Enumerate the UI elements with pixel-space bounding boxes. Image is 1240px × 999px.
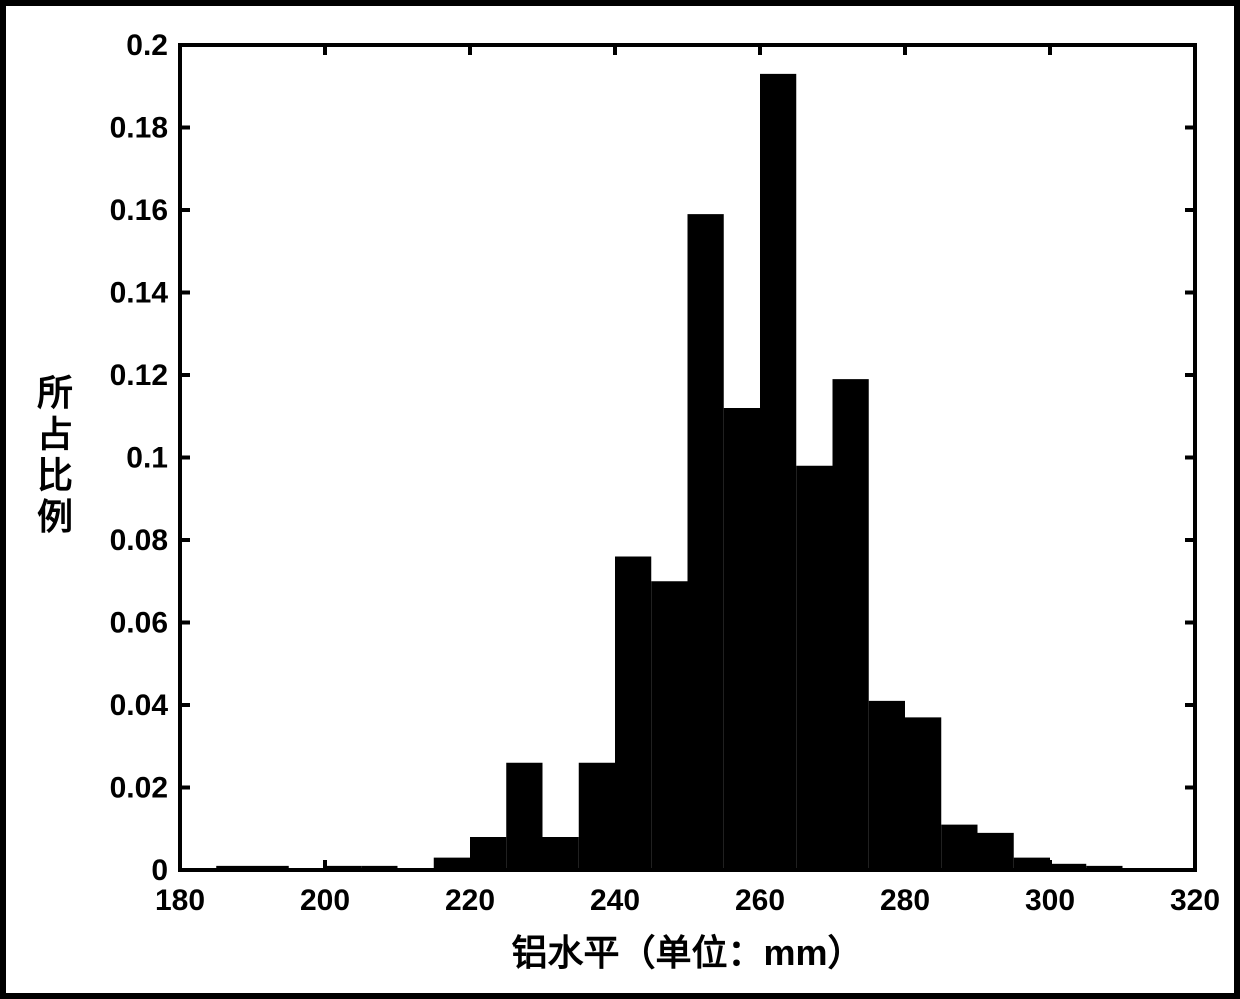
bar bbox=[470, 837, 506, 870]
y-axis-label-char: 占 bbox=[37, 413, 73, 454]
y-tick-label: 0.2 bbox=[126, 29, 168, 62]
y-tick-label: 0.06 bbox=[110, 607, 168, 640]
bar bbox=[978, 833, 1014, 870]
y-tick-label: 0.18 bbox=[110, 112, 168, 145]
bar bbox=[615, 557, 651, 871]
bar bbox=[543, 837, 579, 870]
y-tick-label: 0.08 bbox=[110, 524, 168, 557]
y-axis-label-char: 例 bbox=[37, 496, 73, 537]
bar bbox=[760, 74, 796, 870]
x-tick-label: 320 bbox=[1170, 884, 1220, 917]
x-tick-label: 180 bbox=[155, 884, 205, 917]
y-tick-label: 0.02 bbox=[110, 772, 168, 805]
bar bbox=[651, 581, 687, 870]
bar bbox=[688, 214, 724, 870]
y-tick-label: 0.1 bbox=[126, 442, 168, 475]
bar bbox=[796, 466, 832, 870]
y-axis-label-char: 比 bbox=[37, 455, 73, 496]
x-tick-label: 240 bbox=[590, 884, 640, 917]
y-tick-label: 0.14 bbox=[110, 277, 169, 310]
bar bbox=[579, 763, 615, 870]
x-axis-label: 铝水平（单位：mm） bbox=[511, 932, 863, 973]
y-tick-label: 0.04 bbox=[110, 689, 169, 722]
x-tick-label: 220 bbox=[445, 884, 495, 917]
y-tick-label: 0.12 bbox=[110, 359, 168, 392]
y-tick-label: 0 bbox=[151, 854, 168, 887]
x-tick-label: 300 bbox=[1025, 884, 1075, 917]
x-tick-label: 280 bbox=[880, 884, 930, 917]
x-tick-label: 260 bbox=[735, 884, 785, 917]
y-axis-label-char: 所 bbox=[37, 372, 73, 413]
histogram-chart: 180 200 220 240 260 280 300 320 0 0.02 0.04 0.06 0.0… bbox=[0, 0, 1240, 999]
bar bbox=[506, 763, 542, 870]
bars-group bbox=[216, 74, 1122, 870]
bar bbox=[869, 701, 905, 870]
chart-svg: 180 200 220 240 260 280 300 320 0 0.02 0.04 0.06 0.0… bbox=[0, 0, 1240, 999]
bar bbox=[724, 408, 760, 870]
bar bbox=[905, 717, 941, 870]
x-tick-label: 200 bbox=[300, 884, 350, 917]
bar bbox=[941, 825, 977, 870]
y-axis-label: 所占比例 bbox=[37, 372, 73, 537]
bar bbox=[833, 379, 869, 870]
y-tick-label: 0.16 bbox=[110, 194, 168, 227]
